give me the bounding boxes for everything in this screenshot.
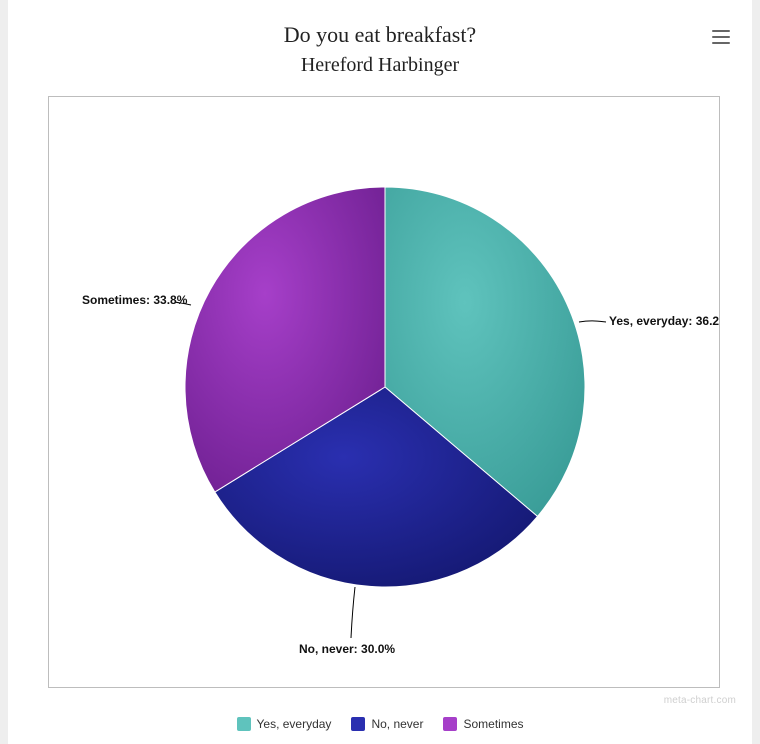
chart-titles: Do you eat breakfast? Hereford Harbinger [8,0,752,77]
slice-label-yes_everyday: Yes, everyday: 36.2% [609,314,719,328]
slice-label-no_never: No, never: 30.0% [299,642,395,656]
slice-label-sometimes: Sometimes: 33.8% [82,293,188,307]
chart-frame: Yes, everyday: 36.2% No, never: 30.0% Some… [48,96,720,688]
legend-label: Yes, everyday [257,717,332,731]
chart-legend: Yes, everyday No, never Sometimes [8,717,752,734]
legend-item[interactable]: No, never [351,717,423,731]
legend-item[interactable]: Yes, everyday [237,717,332,731]
legend-label: No, never [371,717,423,731]
pie-chart: Yes, everyday: 36.2% No, never: 30.0% Some… [49,97,719,687]
watermark-text: meta-chart.com [664,695,736,706]
hamburger-menu-icon[interactable] [712,30,730,44]
leader-line [579,321,606,322]
chart-subtitle: Hereford Harbinger [8,54,752,77]
chart-title: Do you eat breakfast? [8,22,752,48]
legend-swatch [237,717,251,731]
legend-swatch [443,717,457,731]
leader-line [351,587,355,638]
chart-card: Do you eat breakfast? Hereford Harbinger… [8,0,752,744]
legend-item[interactable]: Sometimes [443,717,523,731]
legend-label: Sometimes [463,717,523,731]
legend-swatch [351,717,365,731]
